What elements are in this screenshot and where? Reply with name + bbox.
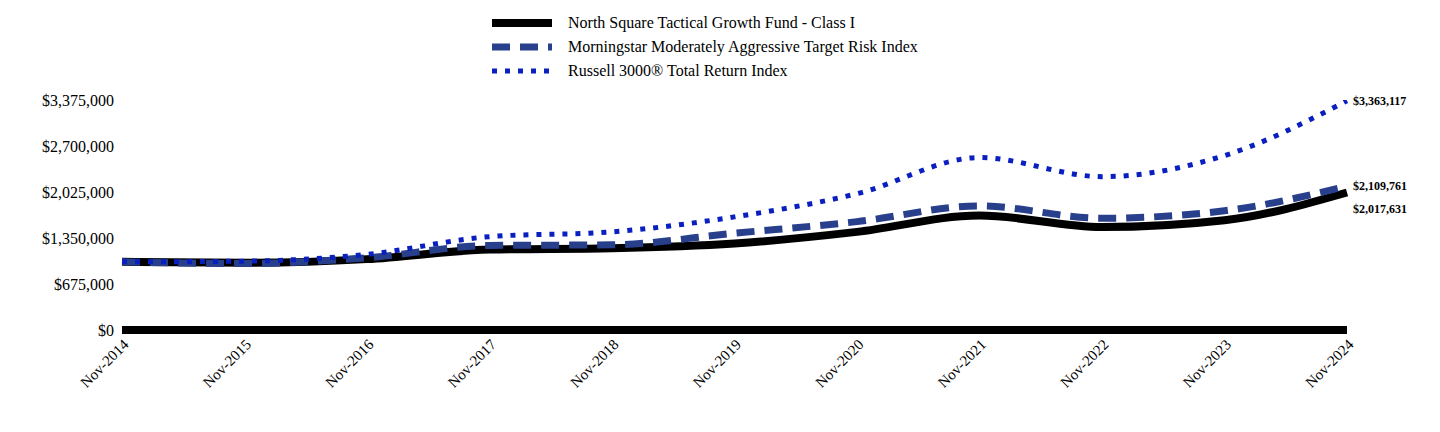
svg-text:$1,350,000: $1,350,000: [42, 230, 114, 247]
html-text:Russell 3000® Total Return Ind: Russell 3000® Total Return Index: [568, 62, 788, 79]
svg-text:Nov-2022: Nov-2022: [1057, 336, 1111, 390]
svg-text:Nov-2020: Nov-2020: [812, 336, 866, 390]
svg-text:$675,000: $675,000: [54, 276, 114, 293]
html-text:Morningstar Moderately Aggress: Morningstar Moderately Aggressive Target…: [568, 38, 918, 55]
svg-text:$0: $0: [98, 322, 114, 339]
svg-text:Nov-2024: Nov-2024: [1302, 336, 1357, 391]
svg-text:Nov-2018: Nov-2018: [567, 336, 621, 390]
svg-text:$3,375,000: $3,375,000: [42, 92, 114, 109]
html-text:North Square Tactical Growth F: North Square Tactical Growth Fund - Clas…: [568, 14, 855, 31]
svg-text:$3,363,117: $3,363,117: [1353, 94, 1406, 108]
svg-text:$2,017,631: $2,017,631: [1353, 202, 1407, 216]
svg-text:$2,700,000: $2,700,000: [42, 138, 114, 155]
svg-text:Nov-2015: Nov-2015: [200, 336, 254, 390]
svg-text:Nov-2021: Nov-2021: [935, 336, 989, 390]
svg-text:$2,109,761: $2,109,761: [1353, 179, 1407, 193]
svg-text:Nov-2016: Nov-2016: [322, 336, 377, 391]
svg-text:Nov-2017: Nov-2017: [445, 336, 500, 391]
svg-text:Nov-2023: Nov-2023: [1180, 336, 1234, 390]
svg-text:Nov-2014: Nov-2014: [77, 336, 132, 391]
svg-text:$2,025,000: $2,025,000: [42, 184, 114, 201]
svg-text:Nov-2019: Nov-2019: [690, 336, 744, 390]
